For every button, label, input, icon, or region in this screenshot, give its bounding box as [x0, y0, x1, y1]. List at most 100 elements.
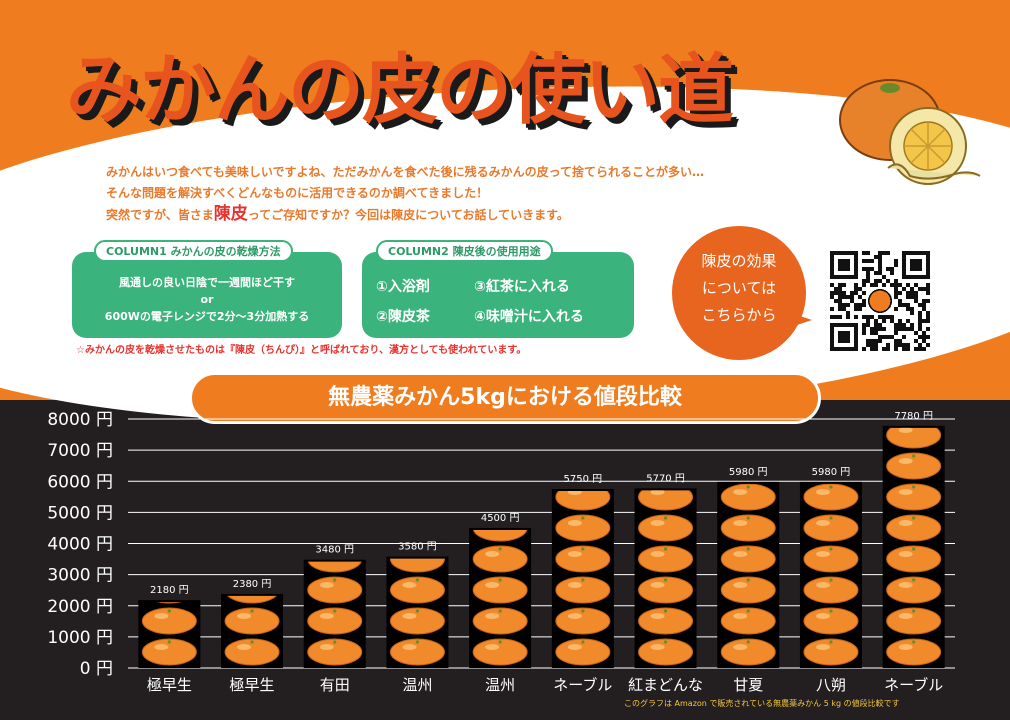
- bubble-line: 陳皮の効果: [701, 252, 777, 270]
- mandarin-stem: [333, 609, 337, 613]
- mandarin-highlight: [815, 613, 830, 619]
- mandarin-stem: [746, 547, 750, 551]
- bar-value-label: 4500 円: [481, 513, 520, 524]
- mandarin-highlight: [485, 644, 500, 650]
- mandarin-highlight: [485, 582, 500, 588]
- mandarin-stem: [746, 640, 750, 644]
- mandarin-stem: [581, 609, 585, 613]
- column1-line: 600Wの電子レンジで2分〜3分加熱する: [104, 310, 310, 323]
- bar: 7780 円: [882, 411, 945, 668]
- mandarin-highlight: [650, 613, 665, 619]
- mandarin-stem: [581, 485, 584, 488]
- mandarin-highlight: [733, 613, 748, 619]
- column2-item: ②陳皮茶: [376, 309, 430, 325]
- mandarin-highlight: [815, 551, 830, 557]
- mandarin-highlight: [650, 520, 665, 526]
- mandarin-stem: [912, 547, 916, 551]
- effects-link-bubble[interactable]: 陳皮の効果 については こちらから: [672, 226, 806, 360]
- bar: 5980 円: [799, 467, 862, 668]
- mandarin-stem: [663, 640, 668, 644]
- column1-line: 風通しの良い日陰で一週間ほど干す: [119, 276, 295, 289]
- mandarin-highlight: [898, 644, 913, 650]
- x-category-label: 有田: [320, 676, 350, 694]
- mandarin-highlight: [733, 644, 748, 650]
- mandarin-highlight: [567, 520, 582, 526]
- mandarin-stem: [415, 609, 420, 613]
- mandarin-stem: [829, 516, 833, 520]
- mandarin-stem: [912, 609, 916, 613]
- mandarin-icon: [227, 595, 277, 604]
- mandarin-highlight: [567, 644, 582, 650]
- bar-value-label: 5980 円: [729, 467, 768, 478]
- mandarin-highlight: [898, 613, 913, 619]
- mandarin-stem: [664, 485, 667, 488]
- mandarin-highlight: [815, 582, 830, 588]
- intro-line: 突然ですが、皆さま陳皮ってご存知ですか？今回は陳皮についてお話していきます。: [106, 204, 826, 226]
- mandarin-stem: [912, 454, 916, 458]
- intro-text-segment: 突然ですが、皆さま: [106, 208, 214, 222]
- mandarin-highlight: [237, 613, 252, 619]
- mandarin-stem: [415, 578, 420, 582]
- y-tick-label: 5000 円: [47, 503, 113, 523]
- bar-value-label: 3580 円: [398, 542, 437, 553]
- mandarin-icon: [555, 491, 611, 511]
- mandarin-stem: [747, 454, 750, 457]
- mandarin-stem: [333, 578, 337, 582]
- mandarin-highlight: [898, 427, 913, 433]
- y-tick-label: 4000 円: [47, 535, 113, 555]
- chart-title: 無農薬みかん5kgにおける値段比較: [189, 372, 821, 424]
- x-category-label: 温州: [485, 676, 515, 694]
- bar: 5750 円: [551, 474, 614, 668]
- intro-text: みかんはいつ食べても美味しいですよね、ただみかんを食べた後に残るみかんの皮って捨…: [106, 162, 826, 226]
- mandarin-icon: [472, 529, 528, 542]
- mandarin-icon: [886, 427, 942, 449]
- mandarin-highlight: [154, 613, 169, 619]
- y-tick-label: 1000 円: [47, 628, 113, 648]
- x-category-label: 極早生: [230, 676, 275, 694]
- x-category-label: 極早生: [147, 676, 192, 694]
- mandarin-stem: [581, 516, 585, 520]
- mandarin-icon: [307, 561, 362, 573]
- column1-box: COLUMN1 みかんの皮の乾燥方法 風通しの良い日陰で一週間ほど干す or 6…: [72, 240, 342, 338]
- mandarin-highlight: [898, 458, 913, 464]
- bar: 5980 円: [717, 454, 780, 668]
- mandarin-highlight: [485, 613, 500, 619]
- mandarin-stem: [498, 609, 502, 613]
- y-tick-label: 8000 円: [47, 410, 113, 430]
- mandarin-stem: [912, 640, 916, 644]
- mandarin-stem: [581, 547, 585, 551]
- mandarin-stem: [581, 578, 585, 582]
- x-category-label: ネーブル: [553, 676, 612, 694]
- mandarin-highlight: [567, 613, 582, 619]
- mandarin-stem: [581, 640, 585, 644]
- mandarin-stem: [663, 609, 668, 613]
- mandarin-stem: [829, 485, 833, 489]
- bubble-line: こちらから: [701, 306, 777, 324]
- bar-value-label: 2180 円: [150, 585, 189, 596]
- mandarin-highlight: [567, 551, 582, 557]
- chinpi-highlight: 陳皮: [213, 204, 248, 224]
- bar-value-label: 5980 円: [812, 467, 851, 478]
- mandarin-highlight: [815, 520, 830, 526]
- mandarin-stem: [746, 609, 750, 613]
- mandarin-highlight: [898, 551, 913, 557]
- bar-value-label: 3480 円: [315, 545, 354, 556]
- bubble-line: については: [701, 279, 777, 297]
- mandarin-highlight: [319, 644, 334, 650]
- mandarin-stem: [168, 578, 171, 581]
- y-tick-label: 2000 円: [47, 597, 113, 617]
- chart-footnote: このグラフは Amazon で販売されている無農薬みかん 5 kg の値段比較で…: [624, 699, 900, 708]
- bar: 4500 円: [469, 513, 532, 668]
- mandarin-stem: [829, 578, 833, 582]
- bar: 5770 円: [634, 473, 697, 668]
- mandarin-highlight: [733, 458, 747, 464]
- intro-line: そんな問題を解決すべくどんなものに活用できるのか調べてきました！: [106, 186, 489, 200]
- mandarin-highlight: [898, 489, 913, 495]
- mandarin-stem: [250, 640, 254, 644]
- mandarin-stem: [912, 578, 916, 582]
- mandarin-highlight: [485, 551, 500, 557]
- qr-code[interactable]: [830, 251, 930, 351]
- mandarin-stem: [829, 640, 833, 644]
- mandarin-highlight: [650, 644, 665, 650]
